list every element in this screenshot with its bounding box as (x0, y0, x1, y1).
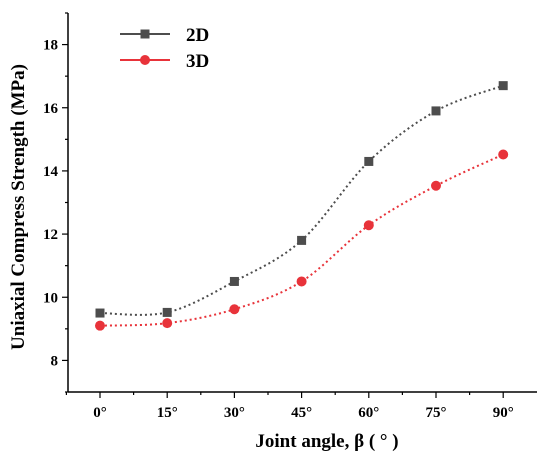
x-tick-label: 90° (493, 405, 514, 421)
legend-marker-3d (140, 55, 150, 65)
data-point-2d (364, 156, 374, 166)
x-tick-label: 30° (224, 405, 245, 421)
data-point-3d (162, 318, 173, 329)
series-2d (95, 81, 508, 318)
y-axis-title: Uniaxial Compress Strength (MPa) (8, 64, 29, 350)
legend-label-3d: 3D (186, 51, 209, 72)
data-point-2d (297, 235, 307, 245)
data-point-2d (162, 307, 172, 317)
data-point-2d (95, 308, 105, 318)
legend-marker-2d (140, 29, 150, 39)
legend-item-3d: 3D (120, 51, 209, 72)
legend-item-2d: 2D (120, 25, 209, 46)
data-point-2d (498, 81, 508, 91)
y-tick-label: 16 (43, 101, 59, 117)
x-tick-label: 0° (93, 405, 107, 421)
x-tick-label: 60° (358, 405, 379, 421)
y-tick-label: 8 (51, 353, 59, 369)
y-tick-label: 10 (43, 290, 58, 306)
legend-label-2d: 2D (186, 25, 209, 46)
x-tick-label: 15° (157, 405, 178, 421)
data-point-3d (431, 180, 441, 191)
data-point-3d (229, 304, 240, 315)
y-tick-label: 14 (43, 164, 59, 180)
data-point-3d (296, 276, 307, 287)
y-tick-label: 18 (43, 38, 58, 54)
x-tick-label: 75° (426, 405, 447, 421)
x-axis-title: Joint angle, β ( ° ) (255, 431, 398, 452)
data-point-2d (229, 276, 239, 286)
axes: 8 10 12 14 16 18 0° 15° 30° 45° 60° 75° 90° (43, 12, 537, 421)
y-tick-label: 12 (43, 227, 58, 243)
data-point-3d (498, 149, 509, 160)
x-tick-label: 45° (291, 405, 312, 421)
data-point-3d (363, 220, 374, 231)
data-point-2d (431, 106, 441, 116)
series-3d (95, 149, 509, 331)
series-layer (95, 81, 509, 331)
data-point-3d (95, 320, 105, 331)
